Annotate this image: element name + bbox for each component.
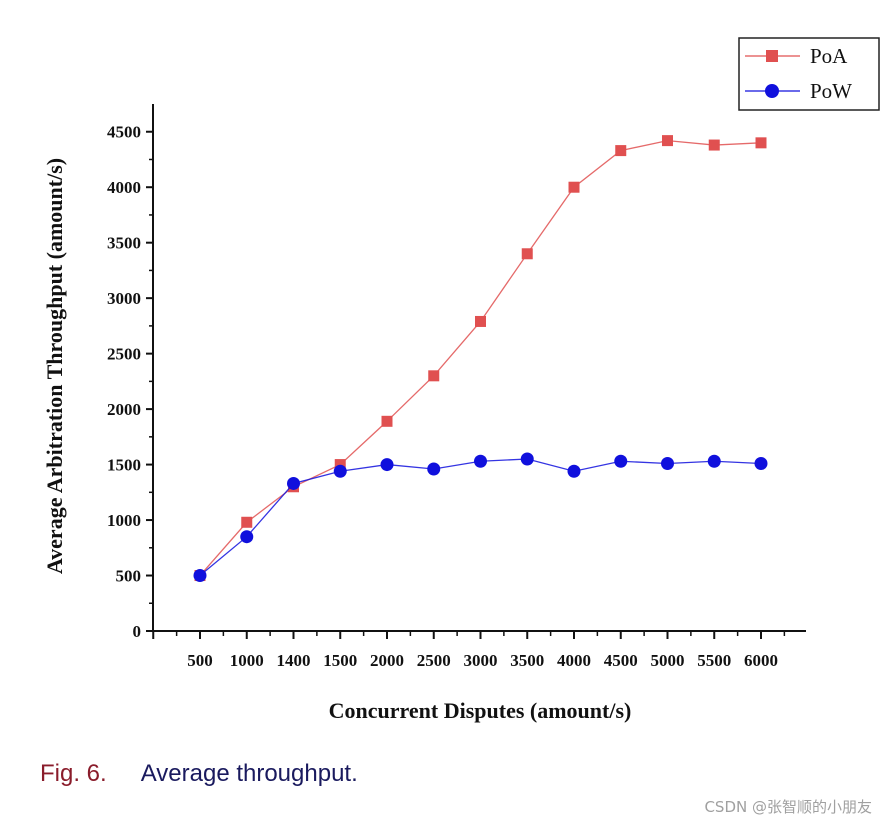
data-point-pow <box>754 456 768 470</box>
x-tick-label: 4500 <box>604 651 638 670</box>
x-tick-label: 5000 <box>651 651 685 670</box>
x-tick-label: 6000 <box>744 651 778 670</box>
x-tick-label: 1000 <box>230 651 264 670</box>
data-point-pow <box>614 454 628 468</box>
x-tick-label: 5500 <box>697 651 731 670</box>
y-axis-ticks: 0 500 1000 1500 2000 2500 3000 3500 4000 4500 <box>107 123 153 641</box>
data-point-pow <box>520 452 534 466</box>
data-point-poa <box>334 459 346 471</box>
series-layer <box>193 135 768 583</box>
legend-marker-pow <box>765 84 779 98</box>
x-tick-label: 4000 <box>557 651 591 670</box>
y-tick-label: 4000 <box>107 178 141 197</box>
data-point-pow <box>567 464 581 478</box>
data-point-poa <box>662 135 673 147</box>
chart-background <box>0 0 886 750</box>
x-tick-label: 1500 <box>323 651 357 670</box>
x-tick-label: 1400 <box>277 651 311 670</box>
y-tick-label: 500 <box>116 567 142 586</box>
data-point-poa <box>241 516 253 528</box>
legend-label-pow: PoW <box>810 79 852 103</box>
series-pow <box>193 452 768 583</box>
y-tick-label: 1000 <box>107 511 141 530</box>
x-tick-label: 3000 <box>464 651 498 670</box>
data-point-pow <box>474 454 487 468</box>
y-tick-label: 1500 <box>107 456 141 475</box>
data-point-pow <box>661 456 674 470</box>
figure-number: Fig. 6. <box>40 760 107 787</box>
throughput-chart: 0 500 1000 1500 2000 2500 3000 3500 4000 4500 500… <box>0 0 886 750</box>
figure-caption-text: Average throughput. <box>140 760 358 787</box>
legend-label-poa: PoA <box>810 44 848 68</box>
x-axis-ticks: 500 1000 1400 1500 2000 2500 3000 3500 4000 4500 5… <box>152 631 786 670</box>
data-point-poa <box>381 415 393 427</box>
data-point-pow <box>240 530 254 544</box>
data-point-poa <box>755 137 767 149</box>
x-tick-label: 500 <box>187 651 213 670</box>
y-tick-label: 4500 <box>107 123 141 142</box>
data-point-pow <box>707 454 721 468</box>
watermark: CSDN @张智顺的小朋友 <box>704 798 872 816</box>
y-tick-label: 3000 <box>107 289 141 308</box>
data-point-poa <box>615 145 627 157</box>
legend: PoA PoW <box>738 37 880 111</box>
data-point-pow <box>427 462 441 476</box>
x-tick-label: 2500 <box>417 651 451 670</box>
x-tick-label: 2000 <box>370 651 404 670</box>
x-tick-label: 3500 <box>510 651 544 670</box>
legend-marker-poa <box>766 50 778 62</box>
data-point-poa <box>475 315 486 327</box>
data-point-pow <box>380 458 394 472</box>
y-tick-label: 0 <box>133 622 142 641</box>
data-point-poa <box>568 181 580 193</box>
data-point-poa <box>708 139 720 151</box>
y-tick-label: 2500 <box>107 345 141 364</box>
x-axis-label: Concurrent Disputes (amount/s) <box>329 698 632 723</box>
figure-caption: Fig. 6. Average throughput. <box>40 760 358 788</box>
y-tick-label: 3500 <box>107 234 141 253</box>
data-point-pow <box>287 476 300 490</box>
data-point-pow <box>333 464 347 478</box>
data-point-poa <box>428 370 440 382</box>
legend-box <box>738 37 880 111</box>
y-tick-label: 2000 <box>107 400 141 419</box>
y-axis-label: Average Arbitration Throughput (amount/s… <box>42 158 67 574</box>
data-point-pow <box>193 569 207 583</box>
data-point-poa <box>521 248 533 260</box>
